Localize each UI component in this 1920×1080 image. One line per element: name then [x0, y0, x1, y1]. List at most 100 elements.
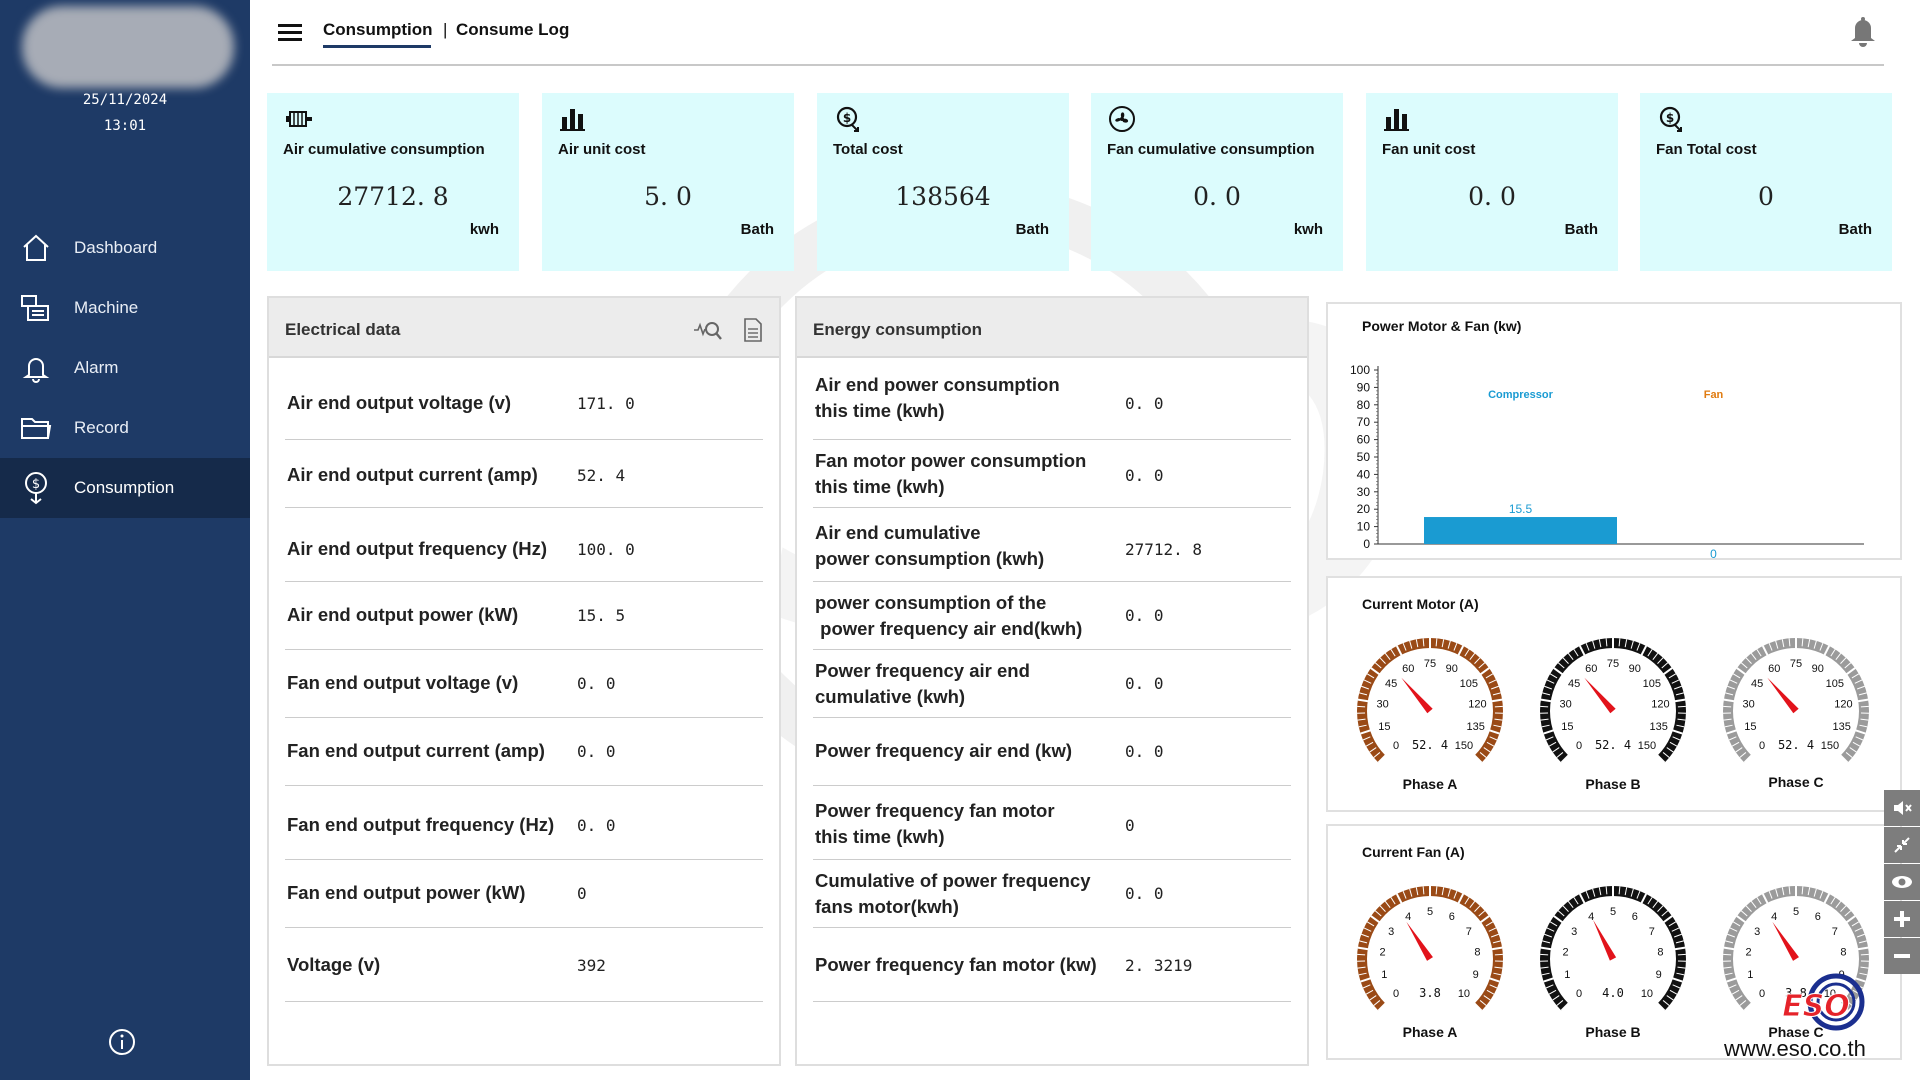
sidebar-item-machine[interactable]: Machine: [0, 278, 250, 338]
gauge-tick-label: 7: [1832, 926, 1838, 938]
gauge-tick: [1363, 679, 1372, 684]
gauge-tick: [1560, 753, 1571, 764]
gauge-tick: [1853, 728, 1866, 735]
gauge-label: Phase C: [1768, 774, 1824, 790]
gauge-tick: [1562, 905, 1569, 912]
gauge-tick-label: 150: [1455, 740, 1473, 752]
gauge-tick: [1844, 662, 1852, 669]
gauge-tick: [1639, 893, 1648, 906]
card-unit: Bath: [1015, 221, 1049, 238]
gauge-tick: [1725, 692, 1734, 696]
gauge-tick: [1447, 888, 1451, 897]
gauge-tick: [1761, 893, 1770, 906]
card-unit: Bath: [1564, 221, 1598, 238]
gauge-tick: [1813, 888, 1817, 897]
gauge-tick: [1851, 921, 1860, 927]
mute-icon[interactable]: [1884, 790, 1920, 826]
electrical-row: Fan end output power (kW) 0: [285, 860, 763, 928]
gauge-value: 3.8: [1419, 986, 1441, 1000]
gauge-tick: [1415, 639, 1419, 648]
gauge-tick: [1838, 753, 1849, 764]
gauge-tick: [1357, 718, 1366, 721]
gauge-tick: [1838, 1001, 1849, 1012]
gauge-tick: [1543, 976, 1556, 983]
gauge-tick: [1456, 645, 1465, 658]
gauge-label: Phase A: [1402, 776, 1458, 792]
gauge-tick: [1723, 718, 1732, 721]
consumption-icon: $: [18, 470, 54, 506]
row-value: 0. 0: [577, 742, 616, 761]
gauge-tick-label: 0: [1759, 988, 1765, 1000]
y-tick-label: 60: [1357, 433, 1371, 447]
machine-icon: [18, 290, 54, 326]
card-title: Total cost: [833, 141, 903, 158]
gauge-tick: [1492, 692, 1501, 696]
gauge-tick: [1409, 640, 1413, 649]
sidebar-item-label: Alarm: [74, 358, 119, 377]
gauge-tick: [1768, 890, 1773, 899]
notification-bell-icon[interactable]: [1848, 14, 1878, 48]
card-value: 0: [1758, 182, 1774, 211]
sidebar-item-dashboard[interactable]: Dashboard: [0, 218, 250, 278]
gauge-tick: [1835, 901, 1842, 908]
bar-compressor: [1424, 517, 1617, 544]
card-value: 138564: [895, 182, 991, 211]
gauge-tick: [1671, 679, 1680, 684]
tab-consumption[interactable]: Consumption: [323, 20, 433, 39]
gauge-tick: [1856, 698, 1869, 703]
sidebar-item-consumption[interactable]: $ Consumption: [0, 458, 250, 518]
gauge-tick: [1822, 645, 1831, 658]
gauge-tick: [1361, 933, 1370, 938]
row-label: Fan motor power consumption this time (kw…: [815, 450, 1087, 497]
fan-gauge-phase-a: 01 234 5 678 910 3.8: [1357, 886, 1503, 1012]
analysis-search-icon[interactable]: [693, 318, 723, 342]
card-total-cost: $ Total cost 138564 Bath: [817, 93, 1069, 271]
gauge-tick-label: 15: [1378, 721, 1390, 733]
gauge-tick: [1487, 728, 1500, 735]
gauge-tick: [1542, 940, 1551, 944]
gauge-tick: [1775, 888, 1779, 897]
gauge-tick: [1662, 1000, 1670, 1006]
gauge-tick: [1362, 984, 1371, 989]
sidebar-item-alarm[interactable]: Alarm: [0, 338, 250, 398]
gauge-tick: [1494, 718, 1503, 721]
gauge-tick: [1736, 667, 1748, 676]
gauge-tick: [1357, 705, 1366, 708]
tab-consume-log[interactable]: Consume Log: [456, 20, 570, 39]
hamburger-menu-icon[interactable]: [278, 22, 304, 44]
gauge-tick: [1540, 698, 1553, 703]
gauge-tick-label: 0: [1576, 988, 1582, 1000]
gauge-tick: [1860, 966, 1869, 969]
gauge-tick: [1813, 640, 1817, 649]
gauge-tick: [1357, 698, 1370, 703]
gauge-tick: [1655, 753, 1666, 764]
electrical-row: Air end output frequency (Hz) 100. 0: [285, 508, 763, 582]
gauge-tick-label: 15: [1561, 721, 1573, 733]
document-icon[interactable]: [743, 318, 763, 342]
current-date: 25/11/2024: [82, 92, 168, 108]
svg-text:$: $: [843, 111, 851, 125]
gauge-tick: [1745, 905, 1752, 912]
zoom-in-icon[interactable]: [1884, 901, 1920, 937]
gauge-tick: [1365, 989, 1374, 995]
gauge-tick: [1860, 718, 1869, 721]
collapse-icon[interactable]: [1884, 827, 1920, 863]
zoom-out-icon[interactable]: [1884, 938, 1920, 974]
y-tick-label: 70: [1357, 415, 1371, 429]
info-icon[interactable]: [108, 1028, 136, 1056]
sidebar-item-record[interactable]: Record: [0, 398, 250, 458]
eye-icon[interactable]: [1884, 864, 1920, 900]
gauge-tick: [1860, 705, 1869, 708]
gauge-tick: [1731, 989, 1740, 995]
gauge-tick: [1377, 753, 1388, 764]
gauge-tick: [1540, 953, 1549, 956]
gauge-tick: [1562, 657, 1569, 664]
gauge-tick: [1854, 679, 1863, 684]
gauge-tick: [1456, 893, 1465, 906]
energy-row: Power frequency air end (kw) 0. 0: [813, 718, 1291, 786]
gauge-tick: [1377, 1001, 1388, 1012]
row-label: Fan end output voltage (v): [287, 672, 519, 693]
gauge-tick-label: 30: [1559, 698, 1571, 710]
gauge-tick-label: 4: [1771, 911, 1777, 923]
